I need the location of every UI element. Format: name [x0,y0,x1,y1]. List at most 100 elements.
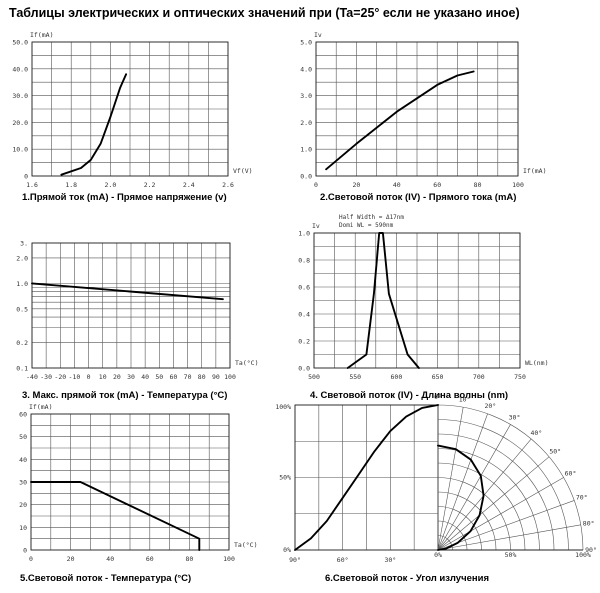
chart-luminous-flux-temperature: 0 20 40 60 80 100 0 10 20 30 40 50 60 If(mA) Ta(°C) 5.С… [0,403,300,593]
percent-label: 50% [505,551,517,559]
chart-max-current-temperature: -40 -30 -20 -10 0 10 20 30 40 50 60 70 80 90 100 0.1 0.2… [0,210,300,410]
x-tick-label: 60 [170,373,178,381]
x-tick-label: 80 [198,373,206,381]
y-tick-label: 0 [24,173,28,181]
annotation: Domi WL = 590nm [339,222,394,229]
polar-arc [437,477,511,551]
polar-ray [437,500,575,551]
plot-frame [31,41,229,177]
polar-ray [437,413,488,551]
series-line [325,70,475,171]
plot-frame [315,41,519,177]
y-tick-label: 1.0 [300,146,312,154]
y-tick-label: 20.0 [12,119,28,127]
percent-label: 100% [575,551,591,559]
x-tick-label: 80 [185,555,193,563]
y-tick-label: 10 [19,524,27,532]
x-tick-label: 60 [146,555,154,563]
y-axis-label: If(mA) [30,31,53,39]
y-tick-label: 50.0 [12,39,28,47]
polar-ray [437,438,532,551]
y-tick-label: 0.8 [298,257,310,265]
x-tick-label: 2.0 [105,181,117,189]
grid [313,232,521,369]
polar-arc [437,462,526,551]
polar-arc [437,404,584,551]
series-line [30,481,201,551]
angle-label: 90° [289,556,301,564]
angle-label: 70° [576,494,588,502]
angle-label: 80° [583,519,595,527]
angle-label: 60° [565,470,577,478]
y-tick-label: 0.2 [298,338,310,346]
x-tick-label: 700 [473,373,485,381]
x-tick-label: 40 [106,555,114,563]
chart-caption: 5.Световой поток - Температура (°C) [20,573,191,584]
angle-label: 30° [384,556,396,564]
chart-caption: 6.Световой поток - Угол излучения [325,573,489,584]
y-tick-label: 30 [19,479,27,487]
chart-luminous-flux-angle: 100% 50% 0% 0% 50% 100% 90° 60° 30° 0° 10° 20° 30° 40… [270,393,600,593]
series-line [31,282,224,301]
x-tick-label: 0 [87,373,91,381]
chart-caption: 4. Световой поток (IV) - Длина волны (nm… [310,390,508,401]
grid [315,41,519,177]
x-tick-label: 20 [67,555,75,563]
x-tick-label: 100 [512,181,524,189]
page-title: Таблицы электрических и оптических значе… [9,6,520,20]
chart-caption: 3. Макс. прямой ток (mA) - Температура (… [22,390,227,401]
x-tick-label: 80 [474,181,482,189]
x-tick-label: 0 [314,181,318,189]
y-tick-label: 10.0 [12,146,28,154]
plot-frame [31,242,231,369]
x-tick-label: 50 [155,373,163,381]
angle-label: 90° [585,546,597,554]
x-tick-label: 10 [99,373,107,381]
x-tick-label: 60 [433,181,441,189]
annotation: Half Width = Δ17nm [339,214,404,221]
series-line [294,404,439,551]
x-axis-label: If(mA) [523,167,546,175]
x-axis-label: Vf(V) [233,167,253,175]
x-tick-label: 90 [212,373,220,381]
y-axis-label: Iv [314,31,322,39]
x-tick-label: -20 [54,373,66,381]
x-tick-label: 600 [391,373,403,381]
chart-forward-current-voltage: 1.6 1.8 2.0 2.2 2.4 2.6 0 10.0 20.0 30.0 40.0 50.0 I… [0,20,300,210]
grid [31,41,229,177]
chart-caption: 1.Прямой ток (mA) - Прямое напряжение (v… [22,192,227,203]
x-tick-label: 650 [432,373,444,381]
plot-frame [313,232,521,369]
y-tick-label: 1.0 [298,230,310,238]
y-tick-label: 0.0 [298,365,310,373]
x-tick-label: -40 [26,373,38,381]
x-tick-label: 1.6 [26,181,38,189]
x-tick-label: 2.2 [144,181,156,189]
polar-grid [437,404,584,551]
percent-label: 50% [279,474,291,482]
y-tick-label: 0.0 [300,173,312,181]
angle-label: 10° [459,395,471,403]
percent-label: 0% [434,551,442,559]
y-axis-label: If(mA) [29,403,52,411]
chart-caption: 2.Световой поток (IV) - Прямого тока (mA… [320,192,516,203]
x-tick-label: 40 [141,373,149,381]
angle-label: 60° [337,556,349,564]
polar-ray [437,524,581,551]
y-tick-label: 60 [19,411,27,419]
series-line [346,232,420,369]
y-tick-label: 40.0 [12,65,28,73]
y-tick-label: 2.0 [300,119,312,127]
linear-grid [294,404,439,551]
y-axis-label: Iv [312,222,320,230]
x-tick-label: 500 [308,373,320,381]
y-tick-label: 20 [19,501,27,509]
angle-label: 50° [549,448,561,456]
percent-label: 0% [283,546,291,554]
x-tick-label: 0 [29,555,33,563]
polar-arc [437,535,453,551]
y-tick-label: 4.0 [300,65,312,73]
y-tick-label: 5.0 [300,39,312,47]
x-tick-label: 1.8 [65,181,77,189]
x-tick-label: 2.6 [222,181,234,189]
